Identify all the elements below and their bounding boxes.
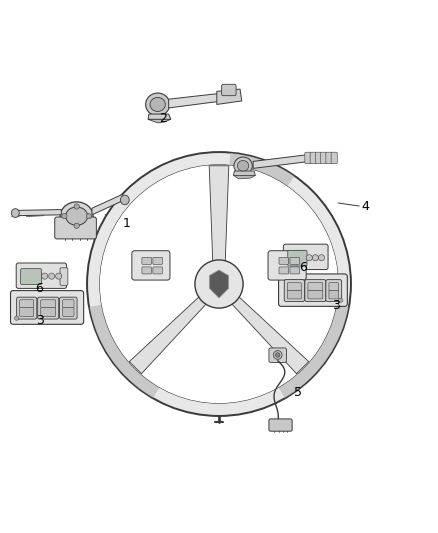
Wedge shape — [88, 153, 350, 415]
Wedge shape — [90, 305, 159, 398]
FancyBboxPatch shape — [132, 251, 170, 280]
Circle shape — [74, 223, 79, 229]
FancyBboxPatch shape — [287, 282, 301, 290]
FancyBboxPatch shape — [60, 297, 77, 319]
Polygon shape — [148, 119, 171, 123]
Circle shape — [88, 152, 350, 415]
FancyBboxPatch shape — [290, 257, 300, 264]
Polygon shape — [209, 270, 229, 298]
FancyBboxPatch shape — [329, 282, 339, 290]
FancyBboxPatch shape — [142, 267, 152, 274]
FancyBboxPatch shape — [308, 282, 323, 290]
Circle shape — [318, 255, 325, 261]
FancyBboxPatch shape — [279, 257, 289, 264]
Text: 5: 5 — [294, 386, 302, 399]
Circle shape — [273, 351, 282, 359]
Ellipse shape — [11, 209, 19, 217]
FancyBboxPatch shape — [287, 290, 301, 299]
Polygon shape — [253, 155, 310, 168]
Polygon shape — [233, 175, 255, 179]
FancyBboxPatch shape — [20, 308, 34, 317]
Ellipse shape — [145, 93, 170, 116]
Polygon shape — [148, 114, 171, 119]
Polygon shape — [92, 194, 123, 215]
FancyBboxPatch shape — [305, 280, 326, 302]
Circle shape — [14, 316, 19, 320]
FancyBboxPatch shape — [11, 290, 84, 324]
Circle shape — [49, 273, 55, 279]
FancyBboxPatch shape — [284, 280, 304, 302]
FancyBboxPatch shape — [63, 300, 74, 308]
FancyBboxPatch shape — [305, 152, 311, 164]
Polygon shape — [217, 89, 242, 104]
FancyBboxPatch shape — [268, 251, 306, 280]
FancyBboxPatch shape — [269, 348, 286, 362]
Circle shape — [74, 204, 79, 209]
Ellipse shape — [237, 160, 249, 171]
Polygon shape — [15, 209, 61, 216]
Wedge shape — [279, 305, 348, 398]
FancyBboxPatch shape — [41, 300, 56, 308]
Ellipse shape — [120, 195, 129, 205]
FancyBboxPatch shape — [60, 268, 68, 285]
Text: 6: 6 — [35, 282, 43, 295]
Polygon shape — [230, 295, 309, 374]
Ellipse shape — [66, 207, 88, 225]
Circle shape — [42, 273, 48, 279]
Circle shape — [62, 214, 67, 219]
FancyBboxPatch shape — [153, 267, 162, 274]
Text: 6: 6 — [299, 261, 307, 274]
Text: 1: 1 — [123, 217, 131, 230]
Wedge shape — [230, 153, 294, 187]
FancyBboxPatch shape — [142, 257, 152, 264]
FancyBboxPatch shape — [308, 290, 323, 299]
Polygon shape — [233, 171, 255, 175]
Circle shape — [100, 165, 338, 403]
FancyBboxPatch shape — [38, 297, 59, 319]
FancyBboxPatch shape — [269, 419, 292, 431]
Text: 3: 3 — [332, 298, 340, 312]
FancyBboxPatch shape — [17, 297, 37, 319]
FancyBboxPatch shape — [20, 300, 34, 308]
Ellipse shape — [60, 202, 93, 230]
FancyBboxPatch shape — [222, 84, 236, 96]
FancyBboxPatch shape — [310, 152, 316, 164]
FancyBboxPatch shape — [326, 280, 342, 302]
Circle shape — [312, 255, 318, 261]
Text: 2: 2 — [159, 112, 167, 125]
Ellipse shape — [234, 157, 252, 174]
Circle shape — [195, 260, 243, 308]
Circle shape — [100, 165, 338, 403]
FancyBboxPatch shape — [16, 263, 67, 288]
Circle shape — [306, 255, 312, 261]
FancyBboxPatch shape — [329, 290, 339, 299]
FancyBboxPatch shape — [288, 251, 307, 266]
Circle shape — [339, 298, 343, 302]
FancyBboxPatch shape — [315, 152, 321, 164]
Circle shape — [86, 214, 92, 219]
FancyBboxPatch shape — [63, 308, 74, 317]
FancyBboxPatch shape — [279, 267, 289, 274]
FancyBboxPatch shape — [279, 274, 347, 306]
Circle shape — [56, 273, 62, 279]
FancyBboxPatch shape — [41, 308, 56, 317]
Text: 4: 4 — [362, 199, 370, 213]
FancyBboxPatch shape — [321, 152, 327, 164]
FancyBboxPatch shape — [283, 244, 328, 270]
Polygon shape — [169, 93, 223, 108]
Ellipse shape — [150, 98, 166, 111]
Polygon shape — [209, 166, 229, 264]
FancyBboxPatch shape — [55, 217, 96, 239]
FancyBboxPatch shape — [21, 269, 42, 285]
FancyBboxPatch shape — [331, 152, 337, 164]
FancyBboxPatch shape — [153, 257, 162, 264]
Text: 3: 3 — [36, 314, 44, 327]
Circle shape — [276, 353, 280, 357]
Polygon shape — [129, 295, 208, 374]
FancyBboxPatch shape — [290, 267, 300, 274]
FancyBboxPatch shape — [326, 152, 332, 164]
